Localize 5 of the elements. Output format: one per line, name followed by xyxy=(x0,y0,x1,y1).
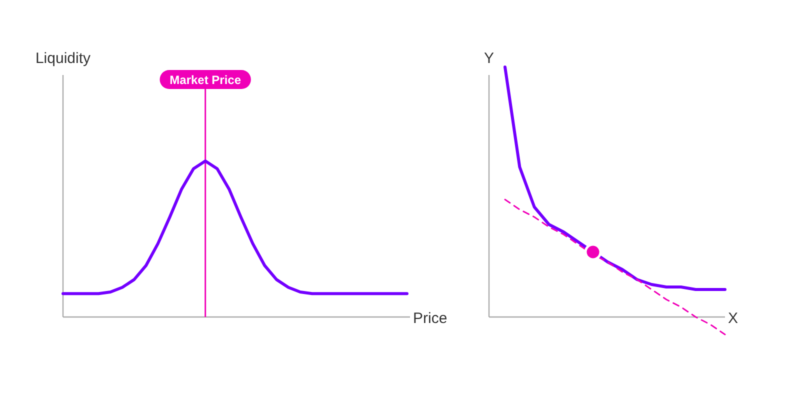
text: Market Price xyxy=(170,73,242,87)
x-axis-title: Price xyxy=(413,310,448,327)
x-axis-title: X xyxy=(728,310,738,327)
y-axis-title: Y xyxy=(484,50,494,67)
y-axis-title: Liquidity xyxy=(35,50,92,67)
